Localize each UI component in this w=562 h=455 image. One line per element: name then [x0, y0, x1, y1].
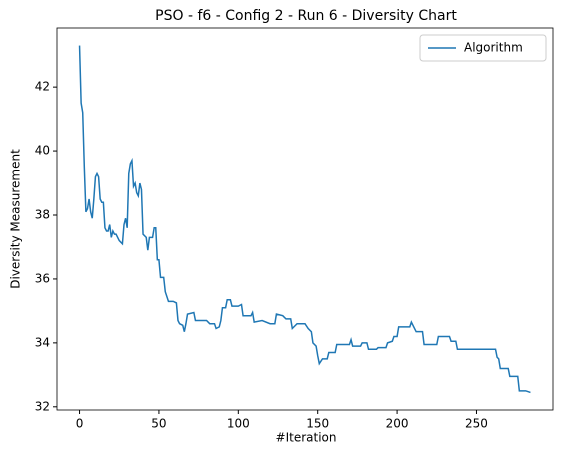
x-tick-label: 0 [76, 417, 84, 431]
y-tick-label: 40 [35, 144, 50, 158]
x-tick-label: 150 [306, 417, 329, 431]
x-tick-label: 250 [465, 417, 488, 431]
data-line [78, 45, 531, 394]
y-axis-label: Diversity Measurement [9, 149, 23, 289]
x-tick-label: 100 [227, 417, 250, 431]
legend-box [419, 34, 547, 62]
x-tick-label: 200 [386, 417, 409, 431]
chart-title: PSO - f6 - Config 2 - Run 6 - Diversity … [155, 8, 457, 24]
x-tick-label: 50 [151, 417, 166, 431]
y-tick-label: 42 [35, 80, 50, 94]
y-tick-label: 34 [35, 335, 50, 349]
x-axis-label: #Iteration [276, 431, 337, 445]
axes-frame [56, 27, 554, 411]
y-tick-label: 38 [35, 208, 50, 222]
legend-label: Algorithm [464, 41, 523, 55]
y-tick-label: 32 [35, 399, 50, 413]
y-tick-label: 36 [35, 271, 50, 285]
